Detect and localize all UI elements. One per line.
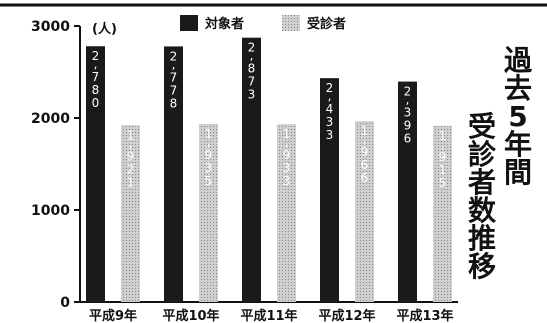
legend-swatch-target [180, 15, 198, 31]
bar-target [86, 46, 105, 302]
bars [86, 37, 452, 303]
data-labels: 2, 7 8 0 1, 9 2 1 2, 7 7 8 1, 9 3 5 2, 8 7 3 1, 9 3 3 2, 4 3 3 1, 9 6 6… [92, 41, 447, 190]
category-label: 平成10年 [162, 308, 219, 323]
bar-target [242, 37, 261, 303]
category-label: 平成13年 [396, 308, 453, 323]
y-tick-label: 0 [60, 295, 70, 311]
category-label: 平成12年 [318, 308, 375, 323]
y-unit-label: (人) [92, 21, 117, 37]
category-label: 平成11年 [240, 308, 297, 323]
title-line: 過去 5 年間 [504, 44, 533, 189]
legend: 対象者 受診者 [180, 15, 346, 32]
bar-examinee [277, 124, 296, 302]
bar-target [164, 46, 183, 303]
y-tick-label: 1000 [31, 203, 70, 219]
y-tick-label: 2000 [31, 111, 70, 127]
legend-label-target: 対象者 [204, 16, 244, 32]
bar-examinee [355, 121, 374, 303]
bar-target [320, 78, 339, 302]
bar-examinee [433, 125, 452, 302]
category-label: 平成9年 [89, 308, 137, 323]
category-labels: 平成9年 平成10年 平成11年 平成12年 平成13年 [89, 308, 454, 323]
title-line: 受診者数推移 [468, 110, 497, 283]
bar-examinee [121, 125, 140, 302]
bar-examinee [199, 123, 218, 302]
legend-swatch-examinee [282, 15, 300, 31]
y-tick-label: 3000 [31, 19, 70, 35]
bar-target [398, 81, 417, 303]
legend-label-examinee: 受診者 [307, 16, 346, 32]
y-ticks: 0 1000 2000 3000 [31, 19, 80, 311]
